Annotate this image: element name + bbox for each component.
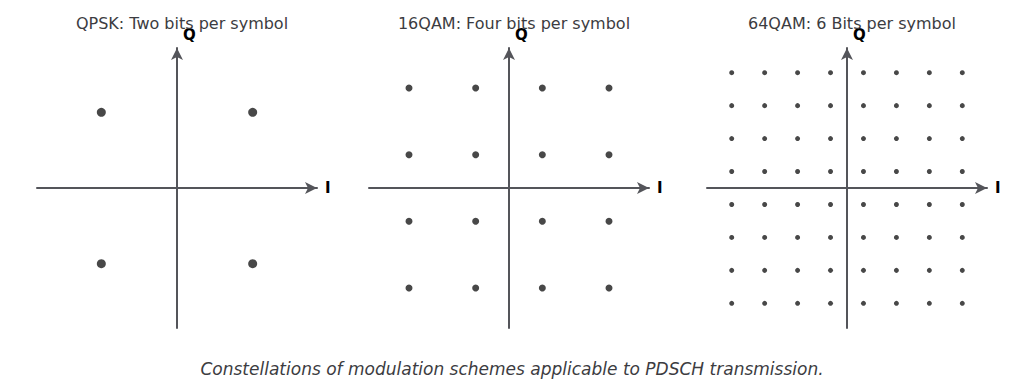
svg-text:Q: Q [183, 25, 196, 44]
svg-text:I: I [325, 179, 331, 197]
svg-text:16QAM: Four bits per symbol: 16QAM: Four bits per symbol [398, 14, 630, 33]
svg-text:Constellations of modulation s: Constellations of modulation schemes app… [200, 359, 823, 379]
svg-text:I: I [657, 179, 663, 197]
svg-text:QPSK: Two bits per symbol: QPSK: Two bits per symbol [76, 14, 288, 33]
svg-text:Q: Q [853, 25, 866, 44]
svg-text:I: I [995, 179, 1001, 197]
svg-text:64QAM: 6 Bits per symbol: 64QAM: 6 Bits per symbol [748, 14, 956, 33]
svg-text:Q: Q [515, 25, 528, 44]
